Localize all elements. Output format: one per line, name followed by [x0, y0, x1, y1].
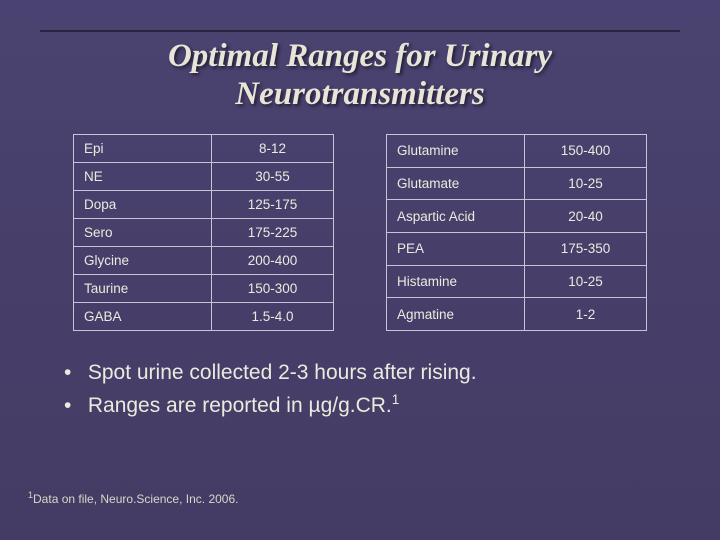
page-title: Optimal Ranges for Urinary Neurotransmit… — [40, 38, 680, 114]
footnote-text: Data on file, Neuro.Science, Inc. 2006. — [33, 492, 238, 506]
cell-label: Sero — [74, 218, 212, 246]
superscript: 1 — [392, 392, 400, 407]
cell-label: Glycine — [74, 246, 212, 274]
cell-value: 30-55 — [212, 162, 334, 190]
cell-label: NE — [74, 162, 212, 190]
table-row: Epi 8-12 — [74, 134, 334, 162]
cell-label: GABA — [74, 302, 212, 330]
cell-value: 150-300 — [212, 274, 334, 302]
slide: Optimal Ranges for Urinary Neurotransmit… — [0, 0, 720, 540]
footnote: 1Data on file, Neuro.Science, Inc. 2006. — [28, 490, 238, 506]
table-row: GABA 1.5-4.0 — [74, 302, 334, 330]
table-row: Glutamate 10-25 — [387, 167, 647, 200]
table-row: PEA 175-350 — [387, 232, 647, 265]
cell-label: Glutamate — [387, 167, 525, 200]
cell-value: 125-175 — [212, 190, 334, 218]
cell-label: Taurine — [74, 274, 212, 302]
cell-value: 150-400 — [525, 134, 647, 167]
bullet-list: Spot urine collected 2-3 hours after ris… — [82, 357, 680, 423]
table-row: Taurine 150-300 — [74, 274, 334, 302]
table-row: Aspartic Acid 20-40 — [387, 200, 647, 233]
cell-label: Aspartic Acid — [387, 200, 525, 233]
top-rule — [40, 30, 680, 32]
cell-value: 1-2 — [525, 298, 647, 331]
right-table: Glutamine 150-400 Glutamate 10-25 Aspart… — [386, 134, 647, 331]
cell-label: Dopa — [74, 190, 212, 218]
cell-label: PEA — [387, 232, 525, 265]
bullet-text: Ranges are reported in µg/g.CR. — [88, 394, 392, 417]
cell-label: Glutamine — [387, 134, 525, 167]
cell-value: 20-40 — [525, 200, 647, 233]
bullet-text: Spot urine collected 2-3 hours after ris… — [88, 361, 477, 384]
table-row: Agmatine 1-2 — [387, 298, 647, 331]
cell-value: 1.5-4.0 — [212, 302, 334, 330]
tables-container: Epi 8-12 NE 30-55 Dopa 125-175 Sero 175-… — [40, 134, 680, 331]
table-row: NE 30-55 — [74, 162, 334, 190]
table-row: Glutamine 150-400 — [387, 134, 647, 167]
cell-value: 10-25 — [525, 265, 647, 298]
table-row: Sero 175-225 — [74, 218, 334, 246]
cell-value: 175-225 — [212, 218, 334, 246]
table-row: Histamine 10-25 — [387, 265, 647, 298]
table-row: Glycine 200-400 — [74, 246, 334, 274]
cell-value: 200-400 — [212, 246, 334, 274]
cell-label: Agmatine — [387, 298, 525, 331]
title-line-1: Optimal Ranges for Urinary — [168, 38, 552, 74]
bullet-item: Ranges are reported in µg/g.CR.1 — [82, 389, 680, 423]
cell-value: 8-12 — [212, 134, 334, 162]
table-row: Dopa 125-175 — [74, 190, 334, 218]
cell-label: Epi — [74, 134, 212, 162]
bullet-item: Spot urine collected 2-3 hours after ris… — [82, 357, 680, 390]
cell-label: Histamine — [387, 265, 525, 298]
left-table: Epi 8-12 NE 30-55 Dopa 125-175 Sero 175-… — [73, 134, 334, 331]
cell-value: 175-350 — [525, 232, 647, 265]
title-line-2: Neurotransmitters — [235, 76, 484, 112]
cell-value: 10-25 — [525, 167, 647, 200]
